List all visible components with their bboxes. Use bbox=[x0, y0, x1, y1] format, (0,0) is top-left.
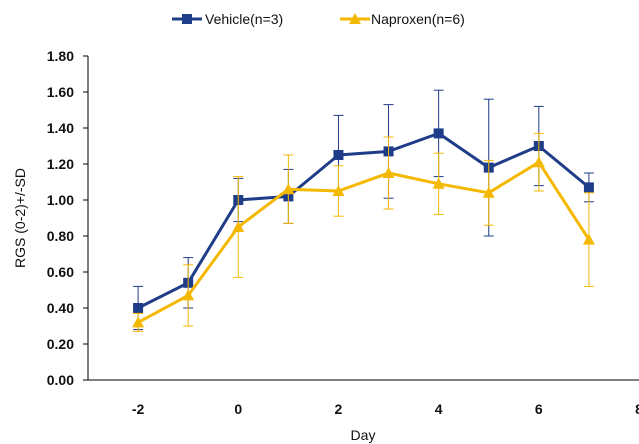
data-point bbox=[332, 185, 345, 196]
data-point bbox=[133, 303, 144, 313]
data-point bbox=[382, 167, 395, 178]
legend-marker bbox=[349, 13, 361, 24]
y-tick-label: 0.20 bbox=[47, 336, 74, 352]
series-line bbox=[137, 131, 590, 310]
data-point bbox=[482, 186, 495, 198]
legend-label: Naproxen(n=6) bbox=[371, 11, 465, 27]
y-tick-label: 1.80 bbox=[47, 48, 74, 64]
legend-marker bbox=[182, 14, 192, 24]
y-tick-label: 1.40 bbox=[47, 120, 74, 136]
data-point bbox=[433, 128, 444, 139]
legend: Vehicle(n=3) Naproxen(n=6) bbox=[172, 11, 465, 27]
y-tick-label: 1.60 bbox=[47, 84, 74, 100]
data-point bbox=[582, 233, 595, 245]
x-tick-label: -2 bbox=[132, 401, 145, 417]
x-tick-label: 0 bbox=[234, 401, 242, 417]
axes: 0.00 0.20 0.40 0.60 0.80 1.00 1.20 1.40 1.60 1.80… bbox=[47, 48, 639, 417]
data-point bbox=[132, 316, 145, 328]
y-tick-label: 0.00 bbox=[47, 372, 74, 388]
x-tick-label: 8 bbox=[635, 401, 639, 417]
x-tick-label: 6 bbox=[535, 401, 543, 417]
y-tick-label: 1.20 bbox=[47, 156, 74, 172]
legend-label: Vehicle(n=3) bbox=[205, 11, 283, 27]
x-axis-title: Day bbox=[351, 427, 376, 443]
plot-area bbox=[132, 89, 595, 332]
data-point bbox=[333, 150, 344, 160]
data-point bbox=[583, 182, 594, 193]
y-tick-label: 0.80 bbox=[47, 228, 74, 244]
y-tick-label: 1.00 bbox=[47, 192, 74, 208]
legend-item: Naproxen(n=6) bbox=[340, 11, 465, 27]
data-point bbox=[432, 177, 445, 189]
y-axis-title: RGS (0-2)+/-SD bbox=[12, 168, 28, 268]
series-vehicle bbox=[133, 89, 594, 331]
x-tick-label: 4 bbox=[435, 401, 443, 417]
data-point bbox=[232, 221, 245, 232]
data-point bbox=[282, 183, 295, 195]
series-line bbox=[137, 160, 591, 324]
legend-item: Vehicle(n=3) bbox=[172, 11, 283, 27]
data-point bbox=[532, 156, 545, 168]
y-tick-label: 0.60 bbox=[47, 264, 74, 280]
series-naproxen bbox=[132, 132, 595, 332]
x-tick-label: 2 bbox=[335, 401, 343, 417]
y-tick-label: 0.40 bbox=[47, 300, 74, 316]
data-point bbox=[182, 289, 195, 301]
